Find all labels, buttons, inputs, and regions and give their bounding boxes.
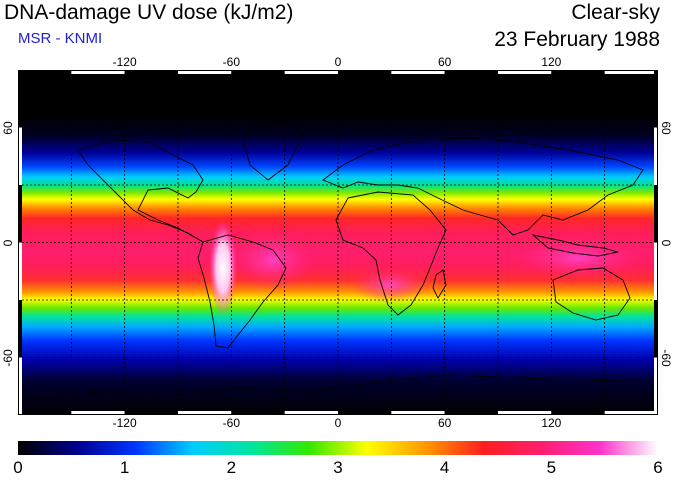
longitude-label: -120 bbox=[112, 55, 137, 69]
frame-tick bbox=[654, 127, 658, 185]
madagascar-outline bbox=[432, 269, 447, 299]
south-africa-high-uv-region bbox=[350, 267, 430, 303]
longitude-label: -60 bbox=[222, 55, 240, 69]
colorbar-tick-label: 2 bbox=[226, 458, 237, 477]
australia-outline bbox=[552, 267, 631, 321]
frame-tick bbox=[18, 300, 22, 358]
colorbar-tick-label: 4 bbox=[439, 458, 450, 477]
frame-tick bbox=[124, 70, 178, 74]
colorbar-tick-label: 1 bbox=[119, 458, 130, 477]
frame-tick bbox=[338, 70, 392, 74]
indonesia-outline bbox=[531, 234, 619, 257]
frame-tick bbox=[71, 411, 125, 415]
latitude-label: 0 bbox=[659, 239, 673, 246]
frame-tick bbox=[498, 411, 552, 415]
south-america-high-uv-region bbox=[228, 230, 318, 290]
indonesia-high-uv-region bbox=[508, 236, 648, 280]
frame-tick bbox=[654, 357, 658, 415]
date-label: 23 February 1988 bbox=[494, 28, 660, 51]
longitude-label: 60 bbox=[437, 416, 452, 430]
north-america-outline bbox=[77, 139, 204, 243]
frame-tick bbox=[18, 127, 22, 185]
longitude-label: 0 bbox=[334, 416, 342, 430]
credit-label: MSR - KNMI bbox=[18, 30, 103, 47]
europe-asia-outline bbox=[322, 137, 644, 236]
latitude-label: 60 bbox=[1, 120, 15, 135]
map-frame bbox=[18, 70, 658, 415]
latitude-label: -60 bbox=[1, 348, 15, 367]
frame-tick bbox=[18, 70, 72, 74]
frame-tick bbox=[178, 411, 232, 415]
south-america-outline bbox=[197, 234, 287, 349]
coastlines bbox=[18, 121, 658, 401]
map-frame-ticks bbox=[18, 70, 658, 415]
frame-tick bbox=[604, 70, 658, 74]
frame-tick bbox=[178, 70, 232, 74]
frame-tick bbox=[18, 411, 72, 415]
frame-tick bbox=[18, 242, 22, 300]
frame-tick bbox=[391, 70, 445, 74]
frame-tick bbox=[18, 70, 22, 128]
uv-dose-map bbox=[18, 70, 658, 415]
frame-tick bbox=[654, 185, 658, 243]
longitude-label: 120 bbox=[541, 55, 562, 69]
frame-tick bbox=[654, 70, 658, 128]
frame-tick bbox=[71, 70, 125, 74]
longitude-label: 120 bbox=[541, 416, 562, 430]
frame-tick bbox=[338, 411, 392, 415]
map-title: DNA-damage UV dose (kJ/m2) bbox=[4, 1, 294, 24]
latitude-label: 60 bbox=[659, 120, 673, 135]
sky-condition-label: Clear-sky bbox=[571, 1, 660, 24]
colorbar-tick-label: 5 bbox=[546, 458, 557, 477]
graticule bbox=[18, 70, 658, 415]
greenland-outline bbox=[242, 121, 304, 181]
frame-tick bbox=[231, 411, 285, 415]
colorbar bbox=[18, 441, 658, 455]
frame-tick bbox=[391, 411, 445, 415]
frame-tick bbox=[551, 411, 605, 415]
colorbar-tick-label: 3 bbox=[333, 458, 343, 477]
frame-tick bbox=[231, 70, 285, 74]
latitude-label: -60 bbox=[659, 348, 673, 367]
frame-tick bbox=[654, 242, 658, 300]
frame-tick bbox=[284, 70, 338, 74]
colorbar-tick-label: 6 bbox=[653, 458, 663, 477]
longitude-label: 0 bbox=[334, 55, 342, 69]
latitude-label: 0 bbox=[1, 239, 15, 246]
frame-tick bbox=[604, 411, 658, 415]
andes-high-uv-region bbox=[209, 220, 237, 316]
frame-tick bbox=[498, 70, 552, 74]
colorbar-tick-label: 0 bbox=[13, 458, 23, 477]
frame-tick bbox=[284, 411, 338, 415]
frame-tick bbox=[444, 70, 498, 74]
longitude-label: -60 bbox=[222, 416, 240, 430]
antarctica-outline bbox=[18, 374, 658, 401]
frame-tick bbox=[654, 300, 658, 358]
longitude-label: -120 bbox=[112, 416, 137, 430]
frame-tick bbox=[124, 411, 178, 415]
frame-tick bbox=[18, 357, 22, 415]
frame-tick bbox=[551, 70, 605, 74]
frame-tick bbox=[18, 185, 22, 243]
frame-tick bbox=[444, 411, 498, 415]
africa-outline bbox=[335, 191, 447, 316]
longitude-label: 60 bbox=[437, 55, 452, 69]
